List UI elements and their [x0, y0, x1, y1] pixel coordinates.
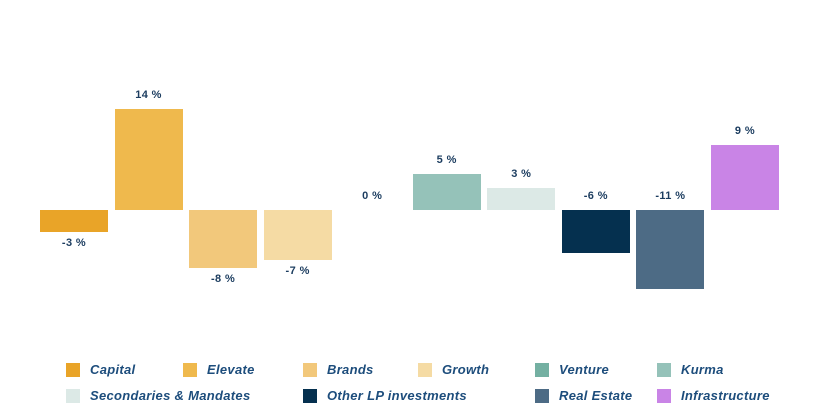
bar-secondaries-and-mandates — [487, 188, 556, 210]
value-label-real-estate: -11 % — [655, 190, 686, 202]
legend-swatch-icon — [183, 362, 197, 377]
legend-item-infrastructure: Infrastructure — [657, 388, 770, 403]
legend-item-elevate: Elevate — [183, 362, 255, 377]
legend-label: Growth — [442, 362, 490, 377]
legend-label: Other LP investments — [327, 388, 467, 403]
legend-label: Kurma — [681, 362, 724, 377]
bar-brands — [189, 210, 258, 268]
legend-swatch-icon — [66, 362, 80, 377]
value-label-secondaries-and-mandates: 3 % — [511, 168, 532, 181]
bar-capital — [40, 210, 108, 232]
legend-label: Elevate — [207, 362, 255, 377]
bar-other-lp-investments — [561, 210, 630, 254]
legend-swatch-icon — [66, 388, 80, 403]
value-label-brands: -8 % — [210, 272, 236, 285]
legend-swatch-icon — [657, 388, 671, 403]
legend-swatch-icon — [303, 388, 317, 403]
value-label-venture: 0 % — [362, 190, 383, 202]
value-label-infrastructure: 9 % — [734, 125, 756, 138]
legend-label: Brands — [327, 362, 374, 377]
value-label-other-lp-investments: -6 % — [583, 190, 608, 202]
legend-item-venture: Venture — [535, 362, 609, 377]
legend-item-brands: Brands — [303, 362, 374, 377]
legend-swatch-icon — [657, 362, 671, 377]
legend-item-secondaries-and-mandates: Secondaries & Mandates — [66, 388, 251, 403]
legend-swatch-icon — [535, 388, 549, 403]
legend-swatch-icon — [303, 362, 317, 377]
bar-growth — [263, 210, 332, 261]
legend-label: Venture — [559, 362, 610, 377]
legend-item-kurma: Kurma — [657, 362, 724, 377]
legend-item-other-lp-investments: Other LP investments — [303, 388, 467, 403]
legend-label: Real Estate — [559, 388, 633, 403]
bar-elevate — [114, 109, 183, 210]
bar-infrastructure — [710, 145, 779, 210]
legend-label: Capital — [90, 362, 136, 377]
bar-real-estate — [636, 210, 705, 290]
legend-swatch-icon — [535, 362, 549, 377]
legend-label: Secondaries & Mandates — [90, 388, 251, 403]
legend-item-capital: Capital — [66, 362, 135, 377]
value-label-growth: -7 % — [285, 265, 310, 278]
legend-item-real-estate: Real Estate — [535, 388, 632, 403]
legend-swatch-icon — [418, 362, 432, 377]
plot-area: -3 % 14 % -8 % -7 % 0 % 5 % 3 % -6 % -11 % 9 % — [40, 89, 779, 290]
value-label-elevate: 14 % — [135, 89, 162, 101]
bar-kurma — [412, 173, 481, 210]
legend-label: Infrastructure — [681, 388, 770, 403]
legend-item-growth: Growth — [418, 362, 489, 377]
value-label-kurma: 5 % — [436, 153, 457, 166]
value-label-capital: -3 % — [61, 236, 87, 249]
